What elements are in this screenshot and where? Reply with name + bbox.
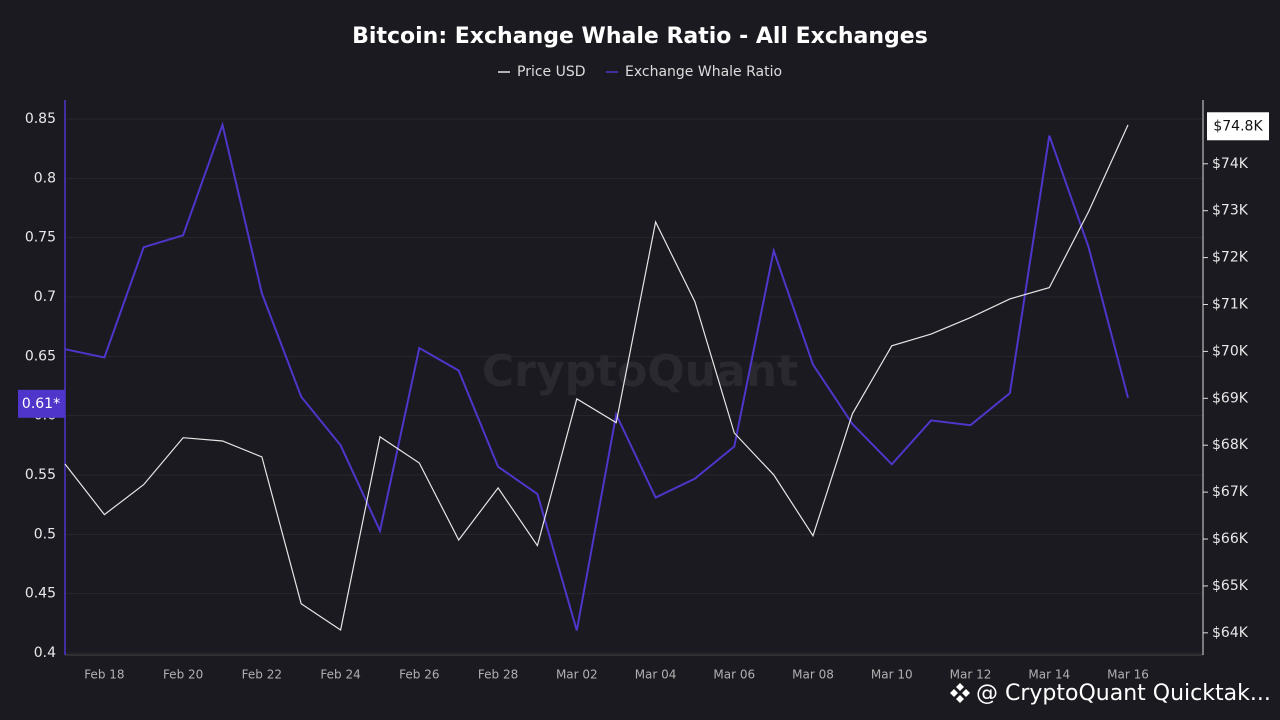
x-tick-label: Feb 28 <box>478 668 518 682</box>
footer: @ CryptoQuant Quicktak... <box>976 681 1271 706</box>
y2-tick-label: $73K <box>1212 203 1249 219</box>
value-tag <box>1207 112 1269 141</box>
y2-tick-label: $71K <box>1212 297 1249 313</box>
x-tick-label: Mar 10 <box>871 668 913 682</box>
y2-tick-label: $64K <box>1212 625 1249 641</box>
y-tick-label: 0.7 <box>34 289 56 305</box>
x-tick-label: Mar 08 <box>792 668 834 682</box>
y2-tick-label: $70K <box>1212 343 1249 359</box>
y2-tick-label: $67K <box>1212 484 1249 500</box>
y-tick-label: 0.45 <box>25 586 56 602</box>
x-tick-label: Mar 12 <box>950 668 992 682</box>
x-tick-label: Feb 22 <box>242 668 282 682</box>
x-tick-label: Mar 02 <box>556 668 598 682</box>
y-tick-label: 0.4 <box>34 645 56 661</box>
x-tick-label: Mar 16 <box>1107 668 1149 682</box>
y-tick-label: 0.65 <box>25 348 56 364</box>
y-tick-label: 0.8 <box>34 170 56 186</box>
legend-label: Exchange Whale Ratio <box>625 64 782 80</box>
watermark: CryptoQuant <box>482 346 798 397</box>
y-tick-label: 0.55 <box>25 467 56 483</box>
value-tag-label: 0.61* <box>22 396 60 412</box>
x-tick-label: Feb 24 <box>320 668 360 682</box>
chart-title: Bitcoin: Exchange Whale Ratio - All Exch… <box>352 24 928 49</box>
x-tick-label: Mar 06 <box>713 668 755 682</box>
y-tick-label: 0.5 <box>34 526 56 542</box>
y2-tick-label: $66K <box>1212 531 1249 547</box>
y2-tick-label: $74K <box>1212 156 1249 172</box>
x-tick-label: Feb 20 <box>163 668 203 682</box>
y2-tick-label: $68K <box>1212 437 1249 453</box>
x-tick-label: Mar 14 <box>1028 668 1070 682</box>
y2-tick-label: $72K <box>1212 250 1249 266</box>
y2-tick-label: $69K <box>1212 390 1249 406</box>
value-tag-label: $74.8K <box>1213 118 1263 134</box>
value-tag <box>18 389 65 418</box>
series-line <box>64 121 1129 631</box>
x-tick-label: Feb 26 <box>399 668 439 682</box>
footer-icon <box>950 683 970 703</box>
x-tick-label: Feb 18 <box>84 668 124 682</box>
y2-tick-label: $65K <box>1212 578 1249 594</box>
series-line <box>64 124 1129 631</box>
y-tick-label: 0.75 <box>25 230 56 246</box>
y-tick-label: 0.85 <box>25 111 56 127</box>
x-tick-label: Mar 04 <box>635 668 677 682</box>
legend-label: Price USD <box>517 64 586 80</box>
